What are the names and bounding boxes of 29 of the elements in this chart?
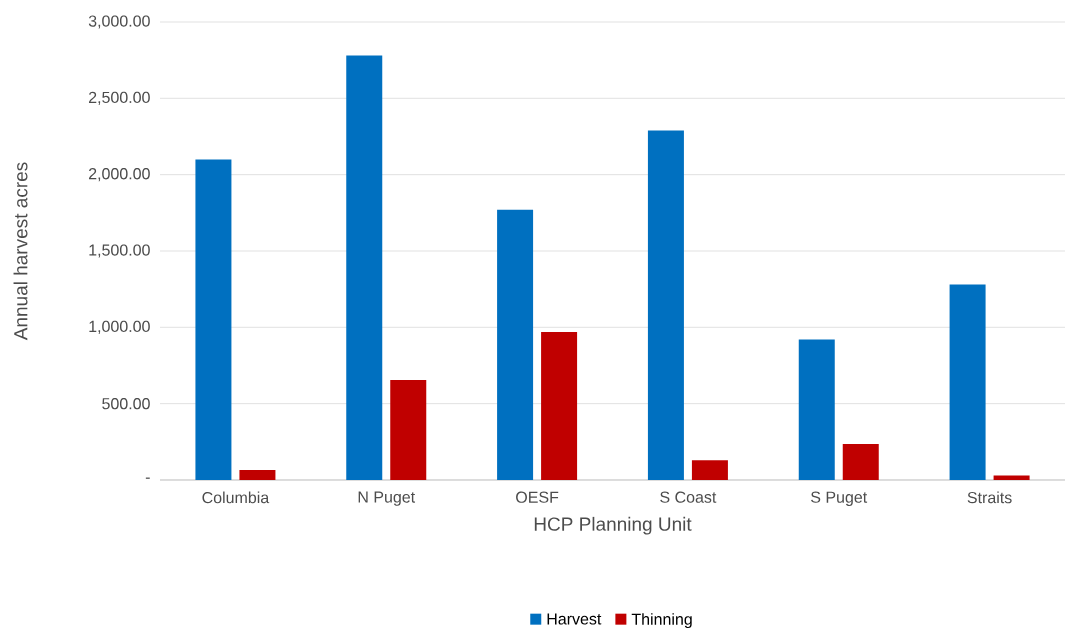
bar (346, 55, 383, 480)
legend-label: Thinning (631, 613, 692, 629)
bar (691, 460, 728, 480)
y-tick-label: 2,500.00 (89, 91, 150, 105)
legend-label: Harvest (547, 613, 602, 625)
y-axis-title: Annual harvest acres (13, 162, 28, 341)
x-axis-title: HCP Planning Unit (534, 516, 692, 535)
y-tick-label: 1,500.00 (89, 244, 150, 258)
x-tick-label: N Puget (358, 491, 416, 506)
y-tick-label: 2,000.00 (89, 168, 150, 182)
x-tick-label: Straits (967, 491, 1012, 504)
bar (647, 130, 684, 480)
bar (390, 379, 427, 480)
bar (949, 284, 986, 480)
x-tick-label: OESF (516, 491, 559, 503)
x-tick-label: Columbia (202, 491, 270, 504)
x-tick-label: S Coast (660, 491, 717, 503)
y-tick-label: 500.00 (102, 398, 150, 410)
bar (541, 331, 578, 480)
y-tick-label: - (145, 477, 150, 479)
bar (195, 159, 232, 480)
bar (239, 470, 276, 480)
bar (497, 209, 534, 480)
bar (842, 444, 879, 480)
bar (798, 339, 835, 480)
y-tick-label: 3,000.00 (88, 15, 150, 29)
x-tick-label: S Puget (811, 491, 868, 507)
y-tick-label: 1,000.00 (89, 320, 150, 334)
bar (993, 475, 1030, 480)
